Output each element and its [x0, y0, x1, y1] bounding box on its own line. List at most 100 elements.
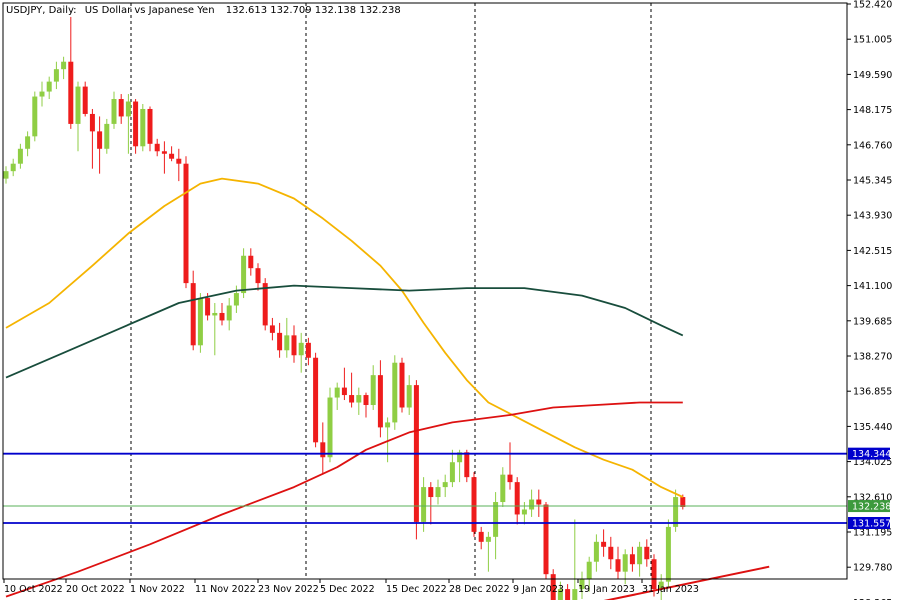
candle-body-10 — [75, 86, 81, 124]
candle-body-85 — [615, 559, 621, 572]
candle-body-47 — [341, 387, 347, 396]
candle-body-80 — [579, 579, 585, 590]
candle-body-1 — [10, 163, 16, 172]
trendline-group — [603, 565, 770, 600]
candle-body-23 — [169, 153, 175, 159]
candle-body-64 — [464, 452, 470, 478]
candle-body-63 — [457, 452, 463, 463]
y-tick-label-15: 131.195 — [853, 528, 892, 539]
candle-body-72 — [521, 509, 527, 515]
candle-body-2 — [17, 148, 23, 164]
y-tick-label-0: 152.420 — [853, 0, 892, 11]
candle-body-67 — [485, 536, 491, 542]
candles — [3, 16, 686, 600]
candle-body-29 — [212, 312, 218, 316]
candle-body-58 — [421, 487, 427, 522]
current-price-tag-bg — [848, 500, 890, 513]
candle-body-59 — [428, 487, 434, 498]
instrument-description: US Dollar vs Japanese Yen — [85, 5, 215, 16]
candle-body-68 — [493, 502, 499, 537]
y-tick-label-9: 139.685 — [853, 316, 892, 327]
level-upper-tag-label: 134.344 — [852, 449, 891, 460]
candle-body-7 — [53, 69, 59, 82]
y-tick-label-17: 128.365 — [853, 598, 892, 600]
y-tick-label-5: 145.345 — [853, 176, 892, 187]
candle-body-38 — [277, 332, 283, 351]
candle-body-28 — [205, 298, 211, 316]
y-tick-label-8: 141.100 — [853, 281, 892, 292]
candle-body-40 — [291, 335, 297, 356]
candle-body-76 — [550, 574, 556, 600]
candle-body-65 — [471, 477, 477, 532]
candle-body-14 — [104, 123, 110, 149]
candle-body-89 — [644, 546, 650, 560]
candle-body-3 — [25, 136, 31, 149]
candle-body-11 — [82, 86, 88, 114]
x-tick-label-2: 1 Nov 2022 — [130, 584, 185, 595]
candle-body-15 — [111, 99, 117, 124]
candle-body-26 — [190, 283, 196, 346]
candle-body-39 — [284, 335, 290, 351]
candle-body-42 — [305, 342, 311, 358]
y-tick-label-1: 151.005 — [853, 35, 892, 46]
candle-body-62 — [449, 462, 455, 483]
candle-body-6 — [46, 81, 52, 92]
candle-body-9 — [68, 61, 74, 124]
chart-header: USDJPY, Daily: US Dollar vs Japanese Yen… — [6, 5, 401, 16]
candle-body-21 — [154, 143, 160, 152]
ohlc-readout: 132.613 132.709 132.138 132.238 — [226, 5, 401, 16]
x-tick-label-0: 10 Oct 2022 — [4, 584, 63, 595]
candle-body-73 — [529, 499, 535, 510]
y-tick-label-10: 138.270 — [853, 352, 892, 363]
candle-body-53 — [385, 422, 391, 428]
level-lower-tag-bg — [848, 516, 890, 529]
candle-body-69 — [500, 474, 506, 503]
level-lower-tag-label: 131.557 — [852, 518, 891, 529]
y-axis: 152.420 151.005 149.590 148.175 146.760 145.3… — [847, 0, 892, 600]
x-tick-label-9: 19 Jan 2023 — [578, 584, 635, 595]
candle-body-27 — [197, 298, 203, 346]
ma-slow-line — [5, 401, 683, 598]
x-tick-label-8: 9 Jan 2023 — [513, 584, 564, 595]
candle-body-52 — [377, 375, 383, 428]
candle-body-81 — [586, 561, 592, 580]
symbol-label: USDJPY, Daily: — [6, 5, 77, 16]
candle-body-46 — [334, 387, 340, 398]
moving-averages — [5, 177, 684, 598]
candle-body-24 — [176, 158, 182, 164]
candle-body-34 — [248, 255, 254, 269]
candle-body-87 — [629, 554, 635, 565]
x-tick-label-7: 28 Dec 2022 — [449, 584, 510, 595]
candle-body-16 — [118, 99, 124, 117]
y-tick-label-12: 135.440 — [853, 422, 892, 433]
x-tick-label-10: 31 Jan 2023 — [642, 584, 699, 595]
candle-body-43 — [313, 357, 319, 443]
candle-body-86 — [622, 554, 628, 572]
candle-body-49 — [356, 395, 362, 403]
candle-body-12 — [89, 113, 95, 132]
candle-body-25 — [183, 163, 189, 284]
candle-body-92 — [665, 526, 671, 582]
y-tick-label-13: 134.025 — [853, 457, 892, 468]
y-tick-label-11: 136.855 — [853, 387, 892, 398]
y-tick-label-16: 129.780 — [853, 563, 892, 574]
candle-body-8 — [61, 61, 67, 70]
candle-body-33 — [241, 255, 247, 294]
candle-body-84 — [608, 546, 614, 560]
candle-body-83 — [601, 541, 607, 547]
x-tick-label-1: 20 Oct 2022 — [66, 584, 125, 595]
candle-body-61 — [442, 482, 448, 488]
candle-body-36 — [262, 283, 268, 326]
candle-body-30 — [219, 312, 225, 321]
trendline — [603, 565, 770, 600]
x-tick-label-5: 5 Dec 2022 — [320, 584, 375, 595]
y-tick-label-4: 146.760 — [853, 140, 892, 151]
candle-body-75 — [543, 504, 549, 575]
candle-body-88 — [637, 546, 643, 565]
price-tags: 134.344 131.557 132.238 — [848, 447, 891, 529]
candle-body-41 — [298, 342, 304, 356]
candle-body-37 — [269, 325, 275, 333]
candle-body-82 — [593, 541, 599, 562]
candle-body-56 — [406, 385, 412, 408]
